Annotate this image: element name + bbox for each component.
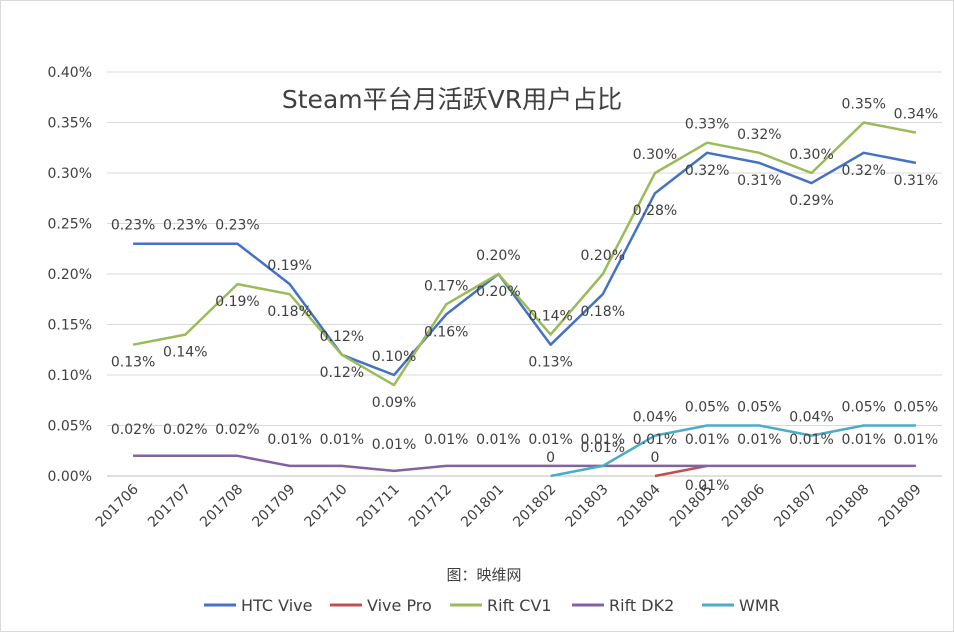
data-labels: 0.23% 0.23% 0.23% 0.19% 0.12% 0.10% 0.16% 0.20%… [111,97,938,494]
legend-label: HTC Vive [241,596,312,615]
data-label: 0.12% [320,365,364,381]
data-label: 0.32% [685,163,729,179]
data-label: 0.19% [267,258,311,274]
chart-title: Steam平台月活跃VR用户占比 [282,85,622,114]
y-tick-label: 0.25% [48,217,92,233]
data-label: 0.20% [476,248,520,264]
data-label: 0.01% [476,432,520,448]
data-label: 0.04% [633,410,677,426]
y-tick-label: 0.15% [48,318,92,334]
data-label: 0.16% [424,324,468,340]
data-label: 0.31% [737,173,781,189]
data-label: 0.05% [685,400,729,416]
data-label: 0.01% [581,440,625,456]
data-label: 0.13% [528,355,572,371]
legend-label: Rift CV1 [487,596,552,615]
data-label: 0.09% [372,395,416,411]
data-label: 0.04% [789,410,833,426]
series-line-rift-dk2 [133,454,916,473]
data-label: 0.01% [841,432,885,448]
data-label: 0.01% [320,432,364,448]
data-label: 0.23% [215,218,259,234]
series-line-vive-pro [654,464,708,478]
data-label: 0.05% [894,400,938,416]
data-label: 0.01% [267,432,311,448]
chart-source: 图：映维网 [446,566,521,584]
legend-label: Vive Pro [367,596,432,615]
data-label: 0.33% [685,117,729,133]
data-label: 0.31% [894,173,938,189]
series-line-htc-vive [133,151,917,377]
data-label: 0.30% [633,147,677,163]
y-tick-label: 0.10% [48,368,92,384]
gridlines [107,71,942,477]
y-tick-label: 0.40% [48,65,92,81]
data-label: 0 [546,450,555,466]
series-line-rift-cv1 [132,121,917,387]
data-label: 0.02% [111,422,155,438]
y-axis-ticks: 0.00% 0.05% 0.10% 0.15% 0.20% 0.25% 0.30% 0.35%… [48,65,92,485]
data-label: 0.20% [581,248,625,264]
legend: HTC Vive Vive Pro Rift CV1 Rift DK2 WMR [204,596,780,615]
data-label: 0.01% [372,437,416,453]
data-label: 0.01% [737,432,781,448]
data-label: 0.18% [581,304,625,320]
data-label: 0.02% [163,422,207,438]
data-label: 0.18% [267,304,311,320]
data-label: 0.29% [789,193,833,209]
data-label: 0.02% [215,422,259,438]
data-label: 0.35% [841,97,885,113]
data-label: 0.01% [581,432,625,448]
series-lines [132,121,917,478]
y-tick-label: 0.20% [48,267,92,283]
data-label: 0.05% [737,400,781,416]
data-label: 0.01% [633,432,677,448]
data-label: 0.01% [528,432,572,448]
data-label: 0.01% [789,432,833,448]
data-label: 0.20% [476,284,520,300]
data-label: 0.14% [163,345,207,361]
data-label: 0.01% [424,432,468,448]
data-label: 0.01% [685,432,729,448]
data-label: 0.14% [528,309,572,325]
data-label: 0.34% [894,107,938,123]
y-tick-label: 0.05% [48,419,92,435]
data-label: 0.23% [163,218,207,234]
series-line-wmr [550,424,916,478]
data-label: 0 [651,450,660,466]
data-label: 0.01% [894,432,938,448]
data-label: 0.23% [111,218,155,234]
data-label: 0.19% [215,294,259,310]
y-tick-label: 0.30% [48,166,92,182]
legend-label: WMR [739,596,780,615]
data-label: 0.32% [841,163,885,179]
data-label: 0.32% [737,127,781,143]
data-label: 0.13% [111,355,155,371]
y-tick-label: 0.00% [48,469,92,485]
data-label: 0.28% [633,203,677,219]
data-label: 0.17% [424,278,468,294]
y-tick-label: 0.35% [48,116,92,132]
data-label: 0.01% [685,478,729,494]
data-label: 0.12% [320,329,364,345]
data-label: 0.30% [789,147,833,163]
data-label: 0.05% [841,400,885,416]
legend-label: Rift DK2 [609,596,674,615]
data-label: 0.10% [372,349,416,365]
